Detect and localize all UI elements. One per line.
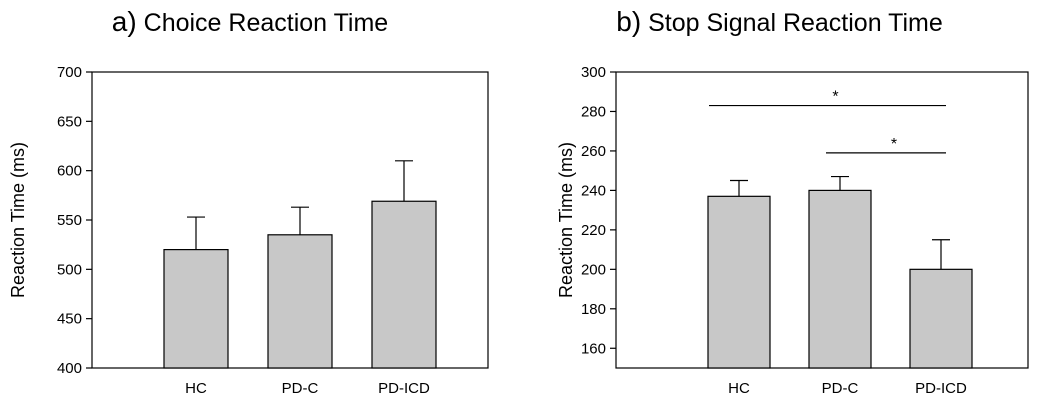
chart-title: a) Choice Reaction Time bbox=[0, 6, 500, 38]
panel-label: a) bbox=[111, 6, 137, 37]
y-tick-label: 600 bbox=[57, 163, 82, 180]
y-tick-label: 280 bbox=[581, 103, 606, 120]
y-tick-label: 400 bbox=[57, 360, 82, 377]
y-tick-label: 300 bbox=[581, 64, 606, 81]
chart-title-text: Stop Signal Reaction Time bbox=[648, 9, 943, 37]
chart-title-text: Choice Reaction Time bbox=[143, 9, 389, 37]
bar-pd-icd bbox=[909, 268, 973, 369]
y-axis-label: Reaction Time (ms) bbox=[8, 142, 28, 298]
x-tick-label: PD-ICD bbox=[915, 380, 967, 397]
x-tick-label: PD-C bbox=[282, 380, 319, 397]
y-tick-label: 700 bbox=[57, 64, 82, 81]
y-axis-label: Reaction Time (ms) bbox=[556, 142, 576, 298]
y-tick-label: 650 bbox=[57, 113, 82, 130]
chart-panel-stop-signal-reaction-time: b) Stop Signal Reaction Time 160 180 200 22… bbox=[520, 0, 1039, 397]
bar-pd-c bbox=[808, 189, 872, 369]
x-tick-label: HC bbox=[185, 380, 207, 397]
x-tick-label: HC bbox=[728, 380, 750, 397]
y-tick-label: 260 bbox=[581, 143, 606, 160]
chart-panel-choice-reaction-time: a) Choice Reaction Time 400 450 500 550 600 6… bbox=[0, 0, 500, 397]
y-tick-label: 220 bbox=[581, 222, 606, 239]
panel-label: b) bbox=[616, 6, 642, 37]
chart-title: b) Stop Signal Reaction Time bbox=[520, 6, 1039, 38]
bar-hc bbox=[707, 195, 771, 369]
y-tick-label: 200 bbox=[581, 261, 606, 278]
bar-chart-choice-reaction-time: 400 450 500 550 600 650 700 Reaction Time (ms) H… bbox=[8, 64, 489, 397]
bar-hc bbox=[163, 249, 229, 369]
y-tick-label: 160 bbox=[581, 340, 606, 357]
y-tick-label: 240 bbox=[581, 182, 606, 199]
y-tick-label: 180 bbox=[581, 301, 606, 318]
y-tick-label: 550 bbox=[57, 212, 82, 229]
x-tick-label: PD-C bbox=[822, 380, 859, 397]
y-tick-label: 450 bbox=[57, 311, 82, 328]
significance-marker: * bbox=[832, 89, 838, 106]
bar-chart-stop-signal-reaction-time: 160 180 200 220 240 260 280 300 Reaction Time (m… bbox=[556, 64, 1029, 397]
bar-pd-icd bbox=[371, 200, 437, 369]
bar-pd-c bbox=[267, 234, 333, 369]
x-tick-label: PD-ICD bbox=[378, 380, 430, 397]
significance-marker: * bbox=[891, 136, 897, 153]
y-tick-label: 500 bbox=[57, 261, 82, 278]
